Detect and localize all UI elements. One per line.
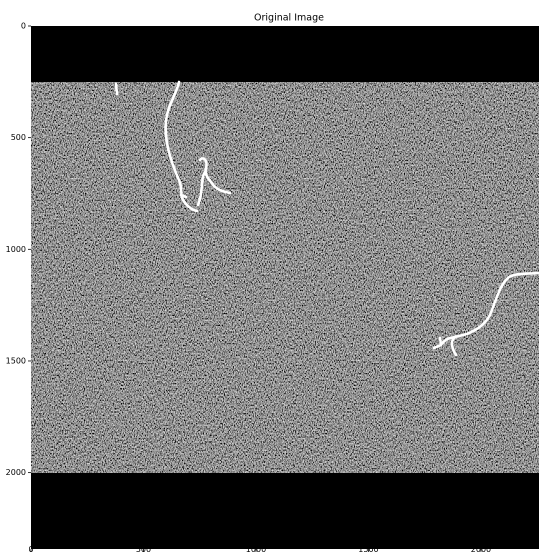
y-tick-label: 1000 xyxy=(6,245,26,254)
chart-title: Original Image xyxy=(254,13,324,24)
y-tick-label: 500 xyxy=(11,133,26,142)
y-tick-label: 2000 xyxy=(6,468,26,477)
filament xyxy=(114,82,119,96)
x-tick-label: 0 xyxy=(28,545,33,552)
image xyxy=(31,26,539,549)
x-tick-label: 1500 xyxy=(358,545,378,552)
x-tick-label: 1000 xyxy=(246,545,266,552)
image-noise xyxy=(31,82,539,473)
x-tick-label: 2000 xyxy=(471,545,491,552)
y-tick-label: 0 xyxy=(21,22,26,31)
x-tick-label: 500 xyxy=(136,545,151,552)
filament xyxy=(164,80,199,213)
filament xyxy=(432,271,539,357)
filament xyxy=(179,157,232,207)
y-tick-label: 1500 xyxy=(6,356,26,365)
